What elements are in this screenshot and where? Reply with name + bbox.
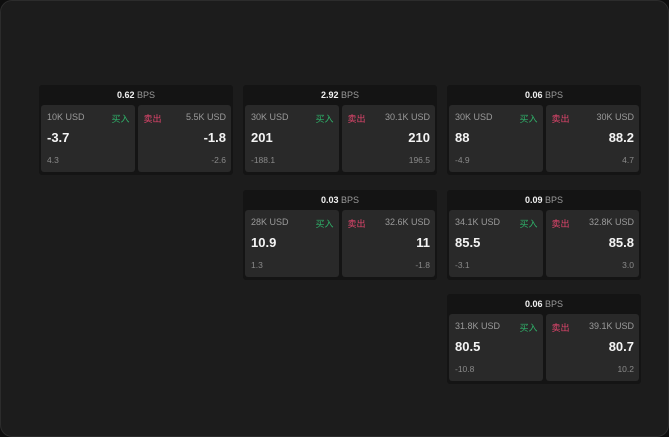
sell-label: 卖出 (347, 114, 366, 124)
spread-unit: BPS (545, 299, 564, 309)
sell-price: 11 (416, 235, 430, 250)
buy-price: -3.7 (47, 130, 70, 145)
spread-header: 0.06 BPS (447, 294, 641, 314)
sell-size: 32.8K USD (588, 217, 634, 227)
buy-card[interactable]: 30K USD 买入 201 -188.1 (245, 105, 339, 172)
buy-card[interactable]: 30K USD 买入 88 -4.9 (449, 105, 543, 172)
spread-header: 0.03 BPS (243, 190, 437, 210)
sell-label: 卖出 (551, 114, 570, 124)
buy-label: 买入 (519, 114, 538, 124)
buy-card[interactable]: 31.8K USD 买入 80.5 -10.8 (449, 314, 543, 381)
quote-panel: 0.03 BPS 28K USD 买入 10.9 1.3 卖出 32.6K USD … (243, 190, 437, 280)
sell-change: 3.0 (622, 260, 634, 270)
buy-size: 28K USD (251, 217, 289, 227)
buy-label: 买入 (315, 219, 334, 229)
buy-change: 1.3 (251, 260, 263, 270)
spread-unit: BPS (341, 90, 360, 100)
buy-price: 85.5 (455, 235, 481, 250)
buy-size: 30K USD (455, 112, 493, 122)
spread-header: 0.09 BPS (447, 190, 641, 210)
spread-unit: BPS (545, 90, 564, 100)
buy-change: -3.1 (455, 260, 470, 270)
buy-price: 80.5 (455, 339, 481, 354)
buy-price: 10.9 (251, 235, 277, 250)
sell-label: 卖出 (551, 323, 570, 333)
buy-change: -4.9 (455, 155, 470, 165)
sell-size: 30.1K USD (384, 112, 430, 122)
sell-price: 85.8 (608, 235, 634, 250)
sell-price: -1.8 (203, 130, 226, 145)
buy-label: 买入 (111, 114, 130, 124)
spread-value: 0.62 (116, 90, 135, 100)
quote-panel: 0.62 BPS 10K USD 买入 -3.7 4.3 卖出 5.5K USD -… (39, 85, 233, 175)
quote-panel: 2.92 BPS 30K USD 买入 201 -188.1 卖出 30.1K US… (243, 85, 437, 175)
sell-size: 30K USD (596, 112, 634, 122)
sell-card[interactable]: 卖出 39.1K USD 80.7 10.2 (545, 314, 639, 381)
spread-header: 2.92 BPS (243, 85, 437, 105)
spread-header: 0.62 BPS (39, 85, 233, 105)
spread-value: 0.09 (524, 195, 543, 205)
buy-change: 4.3 (47, 155, 59, 165)
buy-card[interactable]: 28K USD 买入 10.9 1.3 (245, 210, 339, 277)
sell-change: 4.7 (622, 155, 634, 165)
spread-unit: BPS (137, 90, 156, 100)
spread-value: 2.92 (320, 90, 339, 100)
buy-change: -188.1 (251, 155, 276, 165)
sell-size: 39.1K USD (588, 321, 634, 331)
sell-change: 10.2 (617, 364, 634, 374)
sell-card[interactable]: 卖出 5.5K USD -1.8 -2.6 (137, 105, 231, 172)
spread-header: 0.06 BPS (447, 85, 641, 105)
buy-size: 31.8K USD (455, 321, 501, 331)
quote-panel: 0.06 BPS 30K USD 买入 88 -4.9 卖出 30K USD 88.… (447, 85, 641, 175)
sell-card[interactable]: 卖出 30K USD 88.2 4.7 (545, 105, 639, 172)
sell-label: 卖出 (143, 114, 162, 124)
sell-price: 88.2 (608, 130, 634, 145)
sell-price: 80.7 (608, 339, 634, 354)
buy-size: 34.1K USD (455, 217, 501, 227)
quote-panel: 0.09 BPS 34.1K USD 买入 85.5 -3.1 卖出 32.8K U… (447, 190, 641, 280)
sell-price: 210 (408, 130, 430, 145)
buy-size: 30K USD (251, 112, 289, 122)
spread-unit: BPS (545, 195, 564, 205)
buy-card[interactable]: 34.1K USD 买入 85.5 -3.1 (449, 210, 543, 277)
spread-value: 0.03 (320, 195, 339, 205)
sell-label: 卖出 (551, 219, 570, 229)
quote-panel: 0.06 BPS 31.8K USD 买入 80.5 -10.8 卖出 39.1K … (447, 294, 641, 384)
spread-unit: BPS (341, 195, 360, 205)
buy-change: -10.8 (455, 364, 475, 374)
buy-label: 买入 (519, 219, 538, 229)
sell-change: -1.8 (415, 260, 430, 270)
buy-label: 买入 (315, 114, 334, 124)
buy-card[interactable]: 10K USD 买入 -3.7 4.3 (41, 105, 135, 172)
buy-size: 10K USD (47, 112, 85, 122)
sell-card[interactable]: 卖出 30.1K USD 210 196.5 (341, 105, 435, 172)
sell-size: 32.6K USD (384, 217, 430, 227)
buy-price: 201 (251, 130, 273, 145)
sell-card[interactable]: 卖出 32.6K USD 11 -1.8 (341, 210, 435, 277)
buy-label: 买入 (519, 323, 538, 333)
sell-label: 卖出 (347, 219, 366, 229)
spread-value: 0.06 (524, 299, 543, 309)
buy-price: 88 (455, 130, 470, 145)
sell-card[interactable]: 卖出 32.8K USD 85.8 3.0 (545, 210, 639, 277)
sell-size: 5.5K USD (185, 112, 226, 122)
sell-change: -2.6 (211, 155, 226, 165)
spread-value: 0.06 (524, 90, 543, 100)
sell-change: 196.5 (408, 155, 430, 165)
